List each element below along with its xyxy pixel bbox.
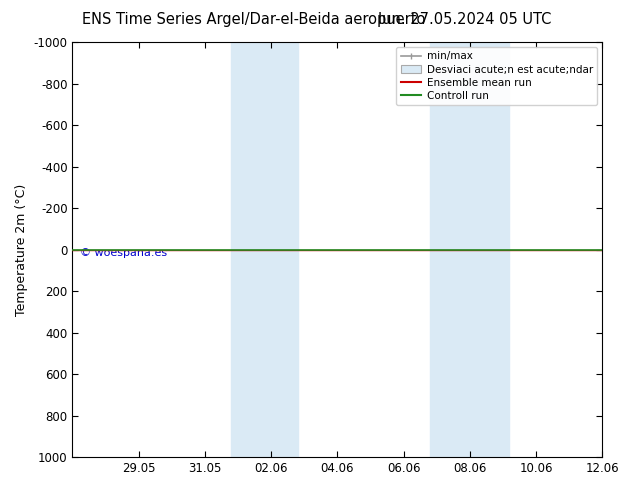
Text: © woespana.es: © woespana.es <box>81 247 167 258</box>
Y-axis label: Temperature 2m (°C): Temperature 2m (°C) <box>15 183 28 316</box>
Bar <box>430 42 510 457</box>
Text: lun. 27.05.2024 05 UTC: lun. 27.05.2024 05 UTC <box>378 12 552 27</box>
Text: ENS Time Series Argel/Dar-el-Beida aeropuerto: ENS Time Series Argel/Dar-el-Beida aerop… <box>82 12 426 27</box>
Bar <box>231 42 297 457</box>
Legend: min/max, Desviaci acute;n est acute;ndar, Ensemble mean run, Controll run: min/max, Desviaci acute;n est acute;ndar… <box>396 47 597 105</box>
